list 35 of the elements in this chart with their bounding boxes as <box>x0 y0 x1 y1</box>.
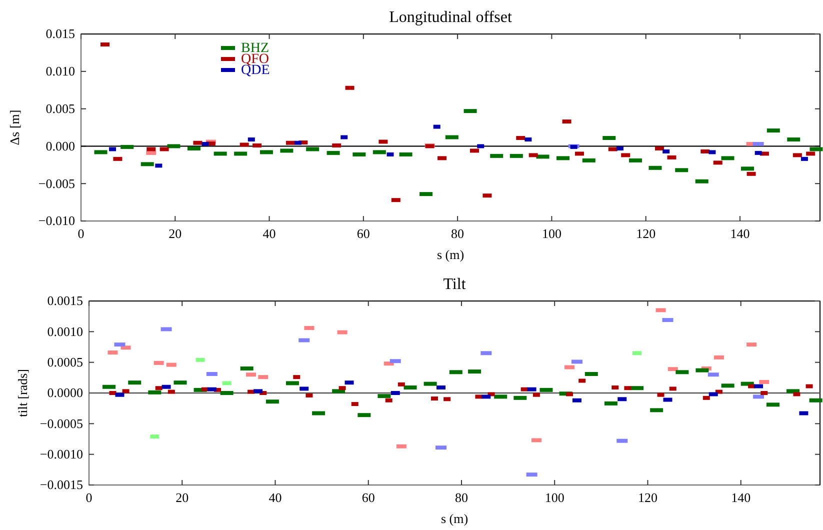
x-axis-title: s (m) <box>440 511 468 526</box>
y-tick-label: −0.0015 <box>40 477 83 492</box>
y-axis-title: Δs [m] <box>7 110 22 146</box>
y-tick-label: 0.010 <box>46 64 75 79</box>
x-tick-label: 60 <box>356 226 370 242</box>
x-tick-label: 40 <box>262 226 276 242</box>
x-tick-label: 0 <box>86 490 92 506</box>
x-tick-label: 120 <box>638 490 658 506</box>
y-tick-label: −0.005 <box>38 176 75 191</box>
x-tick-label: 20 <box>168 226 182 242</box>
x-tick-label: 20 <box>176 490 189 506</box>
x-tick-label: 40 <box>268 490 282 506</box>
y-tick-label: 0.015 <box>46 26 75 42</box>
x-axis-title: s (m) <box>436 247 464 262</box>
y-tick-label: −0.0005 <box>40 416 83 431</box>
y-tick-label: 0.0015 <box>47 293 83 308</box>
x-tick-label: 120 <box>636 226 656 242</box>
chart-title: Tilt <box>443 276 466 293</box>
y-tick-label: 0.0005 <box>47 354 83 370</box>
y-tick-label: 0.005 <box>46 100 75 116</box>
y-tick-label: −0.010 <box>38 213 75 228</box>
x-tick-label: 100 <box>544 490 564 506</box>
y-tick-label: −0.0010 <box>40 446 83 462</box>
chart-title: Longitudinal offset <box>389 9 512 26</box>
y-axis-title: tilt [rads] <box>15 368 30 418</box>
x-tick-label: 0 <box>78 226 84 242</box>
y-tick-label: 0.000 <box>46 138 75 154</box>
y-tick-label: 0.0010 <box>47 324 83 339</box>
y-tick-label: 0.0000 <box>47 385 83 400</box>
x-tick-label: 80 <box>451 226 464 242</box>
x-tick-label: 60 <box>362 490 375 506</box>
x-tick-label: 80 <box>454 490 468 506</box>
x-tick-label: 140 <box>731 490 751 506</box>
x-tick-label: 100 <box>542 226 562 242</box>
x-tick-label: 140 <box>730 226 750 242</box>
